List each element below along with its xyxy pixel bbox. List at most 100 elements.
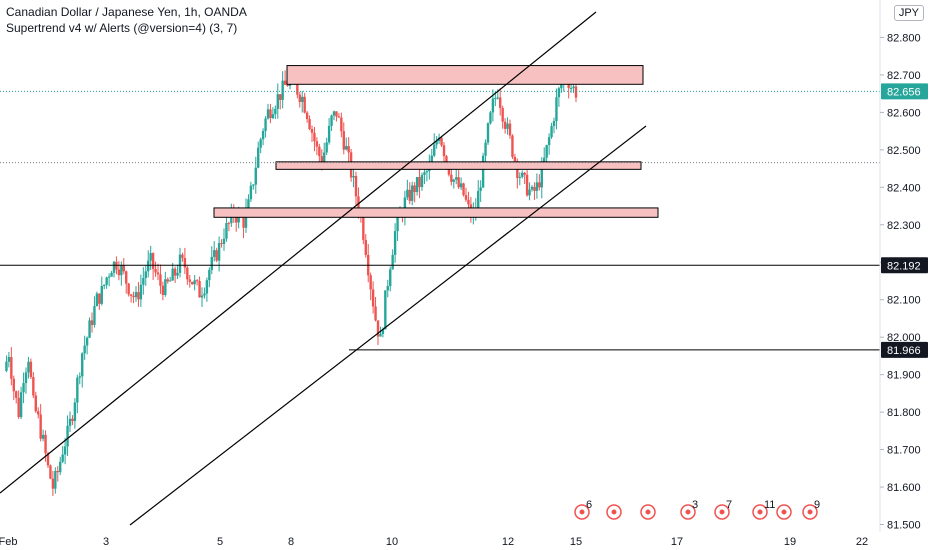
candle-body xyxy=(17,397,20,418)
candle-body xyxy=(59,461,62,473)
candle-body xyxy=(283,80,287,85)
candle-body xyxy=(22,383,25,393)
candle-body xyxy=(440,137,443,146)
candle-body xyxy=(149,253,152,261)
event-marker-count: 9 xyxy=(814,499,820,511)
candle-body xyxy=(508,123,512,136)
indicator-legend[interactable]: Supertrend v4 w/ Alerts (@version=4) (3,… xyxy=(6,21,238,35)
candle-body xyxy=(254,167,257,185)
candle-body xyxy=(396,216,399,232)
candle-body xyxy=(5,361,8,371)
candle-body xyxy=(533,186,536,191)
candle-body xyxy=(217,243,221,261)
candle-body xyxy=(63,446,67,455)
y-tick-label: 81.500 xyxy=(887,520,921,532)
candle-body xyxy=(176,272,179,276)
candle-body xyxy=(364,239,367,255)
candle-body xyxy=(274,108,277,115)
event-marker[interactable]: 9 xyxy=(802,499,820,520)
event-marker-dot xyxy=(611,509,617,515)
candle-body xyxy=(506,123,509,129)
event-marker[interactable] xyxy=(776,504,792,520)
candle-body xyxy=(442,145,446,157)
candle-body xyxy=(462,183,465,196)
candle-body xyxy=(34,395,37,412)
candle-body xyxy=(572,86,575,88)
candle-body xyxy=(445,156,448,163)
candle-body xyxy=(244,208,248,228)
candle-body xyxy=(200,295,204,298)
candle-body xyxy=(98,293,101,304)
candle-body xyxy=(340,117,343,132)
candle-body xyxy=(332,111,336,116)
candle-body xyxy=(411,185,414,201)
sr-zone xyxy=(286,65,644,85)
candle-body xyxy=(264,118,267,131)
event-marker[interactable]: 11 xyxy=(752,499,775,520)
channel-lower-line xyxy=(129,125,647,526)
candle-body xyxy=(525,174,529,196)
candle-body xyxy=(384,290,387,330)
candle-body xyxy=(90,320,94,325)
candle-body xyxy=(235,216,238,223)
candle-body xyxy=(281,80,284,100)
event-marker[interactable]: 6 xyxy=(574,499,592,520)
candle-body xyxy=(66,425,69,447)
candle-body xyxy=(386,286,389,291)
candle-body xyxy=(481,155,485,188)
candle-body xyxy=(491,98,495,113)
candle-body xyxy=(151,253,155,269)
y-tick-label: 82.100 xyxy=(887,295,921,307)
candle-body xyxy=(107,276,111,278)
candle-body xyxy=(352,175,355,178)
candle-body xyxy=(93,306,96,325)
price-tag-box xyxy=(881,257,928,274)
y-tick-label: 82.700 xyxy=(887,70,921,82)
candles-layer xyxy=(5,69,578,496)
candle-body xyxy=(61,454,64,462)
candle-body xyxy=(499,97,502,109)
candle-body xyxy=(249,185,253,200)
candle-body xyxy=(560,82,563,89)
candle-body xyxy=(315,141,319,147)
candle-body xyxy=(54,471,57,489)
candle-body xyxy=(178,254,182,273)
candle-body xyxy=(433,144,436,156)
candle-body xyxy=(459,183,463,188)
currency-badge[interactable]: JPY xyxy=(893,5,924,21)
candle-body xyxy=(521,172,524,177)
candle-body xyxy=(335,111,338,117)
candle-body xyxy=(415,177,419,193)
event-marker[interactable] xyxy=(606,504,622,520)
event-marker[interactable]: 7 xyxy=(714,499,732,520)
x-tick-label: Feb xyxy=(0,536,17,548)
candle-body xyxy=(112,261,116,273)
event-marker[interactable]: 3 xyxy=(680,499,698,520)
candle-body xyxy=(51,478,55,489)
candle-body xyxy=(83,345,86,354)
candle-body xyxy=(166,279,169,282)
candle-body xyxy=(413,185,416,193)
price-axis: 81.500 81.600 81.700 81.800 81.900 82.000 82.1… xyxy=(880,32,921,532)
candle-body xyxy=(305,112,309,120)
candle-body xyxy=(279,94,282,100)
candle-body xyxy=(420,174,424,188)
x-tick-label: 12 xyxy=(502,536,514,548)
event-marker[interactable] xyxy=(640,504,656,520)
candle-body xyxy=(450,174,453,182)
price-tags: 82.656 82.192 81.966 xyxy=(881,83,928,358)
candle-body xyxy=(242,217,245,228)
candle-body xyxy=(220,243,223,245)
candle-body xyxy=(543,157,546,165)
candle-body xyxy=(32,377,35,396)
candle-body xyxy=(103,284,106,287)
candle-body xyxy=(222,238,226,244)
candle-body xyxy=(203,293,206,296)
candle-body xyxy=(156,272,160,275)
candle-body xyxy=(535,182,539,191)
candle-body xyxy=(154,268,157,273)
candle-body xyxy=(330,115,333,126)
candle-body xyxy=(29,361,33,378)
candle-body xyxy=(435,141,438,145)
